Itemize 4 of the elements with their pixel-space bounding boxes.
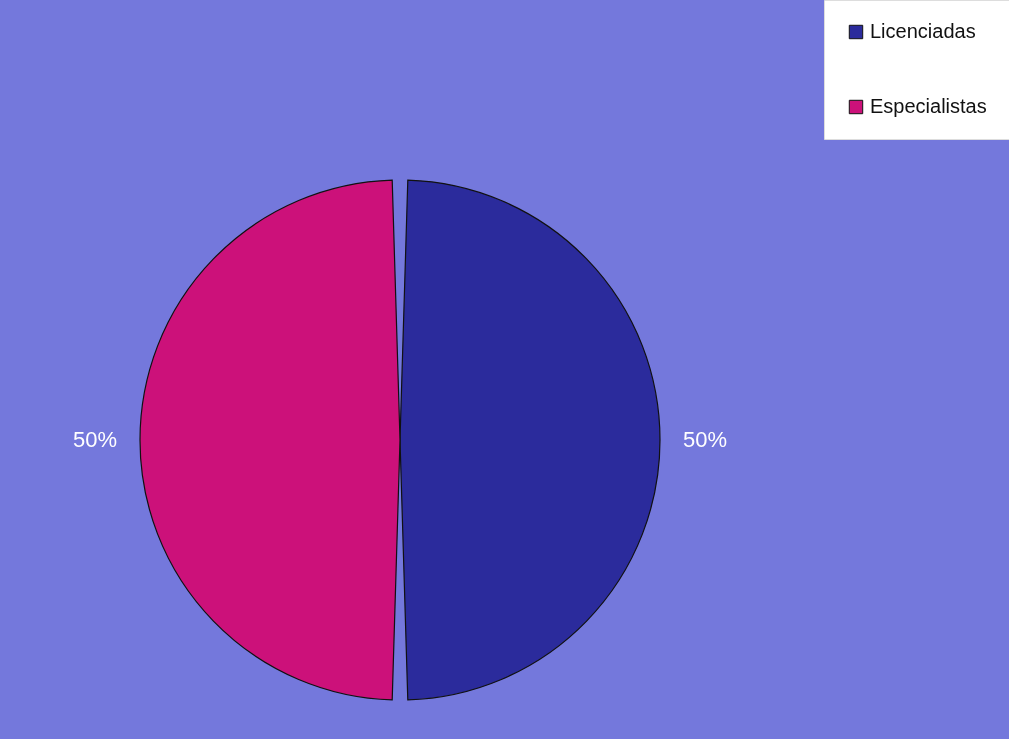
legend-label: Licenciadas bbox=[870, 20, 976, 42]
legend-label: Especialistas bbox=[870, 95, 987, 117]
data-label: 50% bbox=[72, 427, 118, 452]
data-label: 50% bbox=[682, 427, 728, 452]
